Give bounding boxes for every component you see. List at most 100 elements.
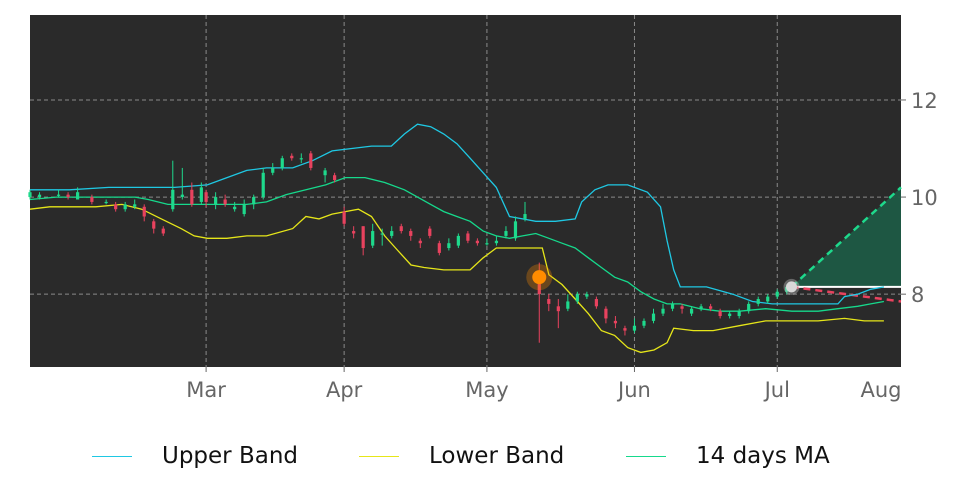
candle-up xyxy=(271,163,275,176)
candle-body xyxy=(37,194,42,198)
candle-down xyxy=(190,182,194,207)
candle-body xyxy=(66,194,70,198)
x-tick-label: Jun xyxy=(616,378,651,402)
candle-up xyxy=(261,167,265,200)
candle-body xyxy=(632,325,637,331)
candle-body xyxy=(575,294,579,302)
candle-body xyxy=(290,155,294,159)
candle-body xyxy=(361,226,365,249)
candle-down xyxy=(613,316,618,329)
candle-body xyxy=(523,214,527,219)
candle-body xyxy=(718,311,722,317)
candle-body xyxy=(371,231,375,246)
candle-down xyxy=(142,204,146,222)
candle-body xyxy=(485,243,489,245)
candle-body xyxy=(142,206,146,217)
candle-body xyxy=(556,306,560,312)
candle-body xyxy=(494,240,499,244)
candle-down xyxy=(409,228,413,241)
candle-down xyxy=(437,240,441,256)
candle-down xyxy=(161,226,165,236)
candle-body xyxy=(504,231,508,236)
lower-band-line xyxy=(29,203,884,354)
candle-down xyxy=(680,303,684,314)
candle-body xyxy=(737,311,741,317)
candle-up xyxy=(651,308,656,324)
candle-body xyxy=(104,201,108,204)
candle-up xyxy=(689,306,694,317)
markers xyxy=(526,264,800,295)
candle-up xyxy=(171,160,175,212)
candle-up xyxy=(485,238,489,246)
x-tick-label: Jul xyxy=(763,378,790,402)
candle-body xyxy=(747,303,751,312)
highlight-marker xyxy=(532,270,547,285)
candle-up xyxy=(513,216,518,241)
candle-down xyxy=(352,226,356,239)
candle-down xyxy=(428,226,432,239)
candle-down xyxy=(556,299,560,329)
candle-up xyxy=(242,199,246,217)
candle-down xyxy=(604,306,608,324)
candle-body xyxy=(428,228,432,236)
last-price-marker xyxy=(786,281,798,293)
candle-down xyxy=(547,294,551,312)
candle-up xyxy=(670,301,675,312)
candle-down xyxy=(718,308,722,319)
candle-body xyxy=(242,204,246,215)
candle-up xyxy=(56,189,61,198)
candle-body xyxy=(171,189,175,210)
candle-body xyxy=(90,197,94,202)
candle-body xyxy=(214,197,218,205)
candle-up xyxy=(728,311,732,319)
candle-body xyxy=(475,240,479,244)
candle-body xyxy=(409,231,413,236)
candle-down xyxy=(709,303,713,312)
candle-body xyxy=(537,277,541,295)
candle-up xyxy=(661,303,665,317)
candle-body xyxy=(75,192,80,200)
candle-body xyxy=(28,192,32,198)
candle-down xyxy=(466,231,470,244)
candle-body xyxy=(447,243,451,249)
candle-up xyxy=(523,201,527,222)
candle-up xyxy=(75,187,80,200)
candle-down xyxy=(594,296,598,309)
candle-up xyxy=(123,201,127,212)
candle-up xyxy=(180,167,184,200)
candle-up xyxy=(447,238,451,251)
candle-up xyxy=(775,289,779,300)
candle-up xyxy=(390,226,394,239)
candle-body xyxy=(180,194,184,198)
candle-down xyxy=(290,153,294,161)
candle-down xyxy=(623,325,627,336)
candle-down xyxy=(204,189,208,207)
candle-body xyxy=(513,221,518,239)
candle-body xyxy=(661,308,665,314)
candle-body xyxy=(133,204,137,207)
candle-body xyxy=(699,306,703,309)
candle-body xyxy=(418,240,422,244)
candle-up xyxy=(456,233,460,249)
candle-body xyxy=(342,211,346,224)
candle-body xyxy=(352,231,356,234)
candle-body xyxy=(323,170,327,176)
candle-up xyxy=(371,223,375,249)
candle-body xyxy=(670,303,675,309)
candle-down xyxy=(309,150,313,171)
legend-label-ma: 14 days MA xyxy=(696,443,830,469)
candle-body xyxy=(204,192,208,202)
candle-body xyxy=(728,313,732,317)
candle-down xyxy=(223,194,227,207)
candle-up xyxy=(323,167,327,183)
candle-down xyxy=(475,238,479,246)
candle-up xyxy=(233,201,237,212)
candle-body xyxy=(709,306,713,309)
candle-up xyxy=(566,294,570,312)
ma-swatch xyxy=(626,455,666,457)
candle-body xyxy=(437,243,441,253)
grid-lines xyxy=(30,15,901,367)
axes: Mar Apr May Jun Jul Aug 8 10 12 xyxy=(186,89,937,402)
candle-up xyxy=(766,294,770,304)
candle-up xyxy=(504,226,508,239)
